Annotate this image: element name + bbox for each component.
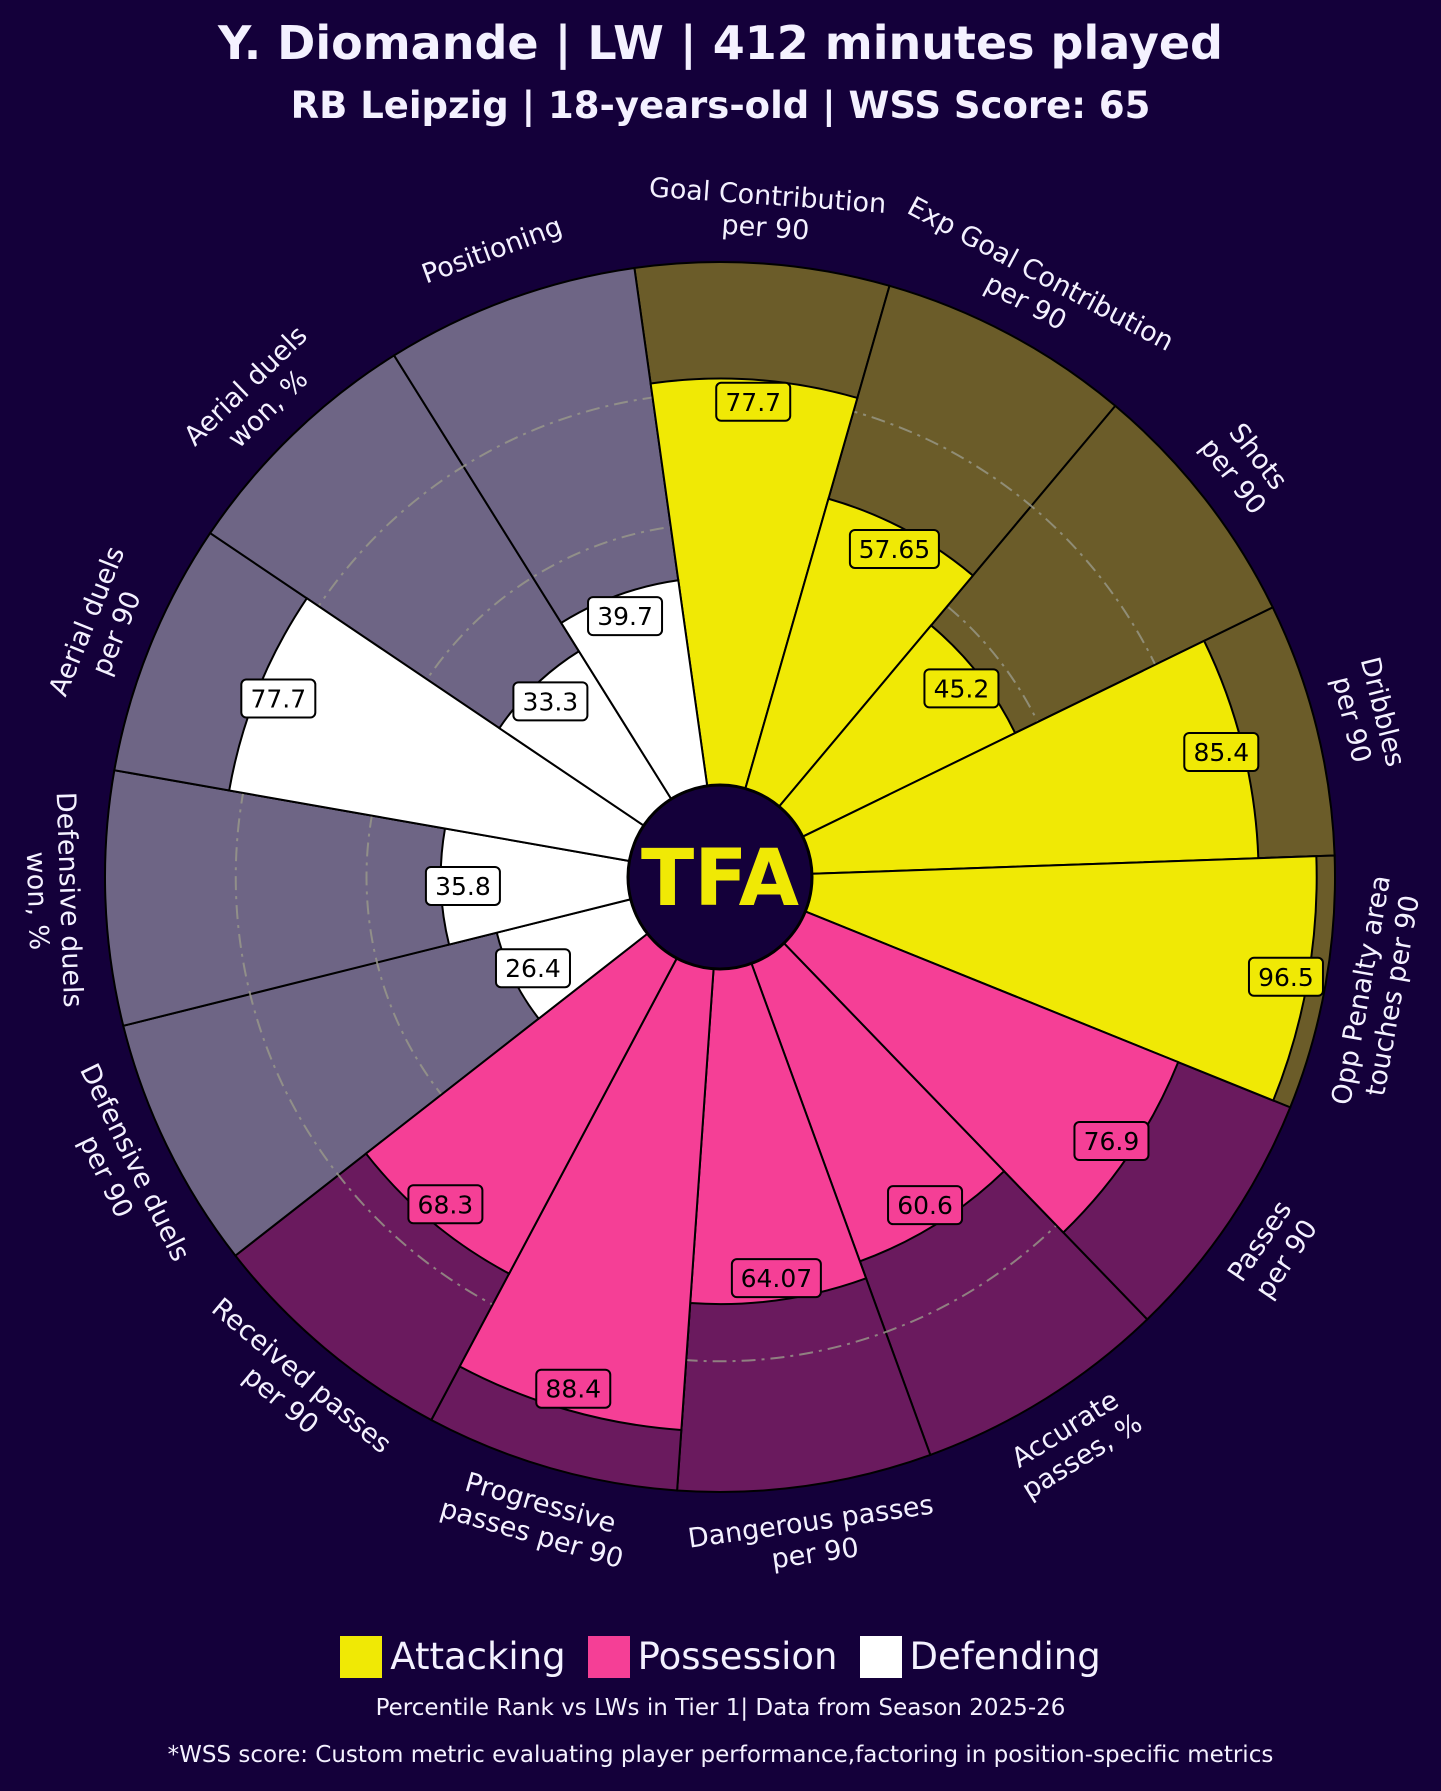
value-label: 45.2 xyxy=(923,668,1000,709)
legend-label-defending: Defending xyxy=(909,1635,1101,1678)
value-label: 68.3 xyxy=(407,1184,484,1225)
category-label: Dangerous passesper 90 xyxy=(686,1490,940,1587)
value-label-box xyxy=(512,681,589,722)
value-label: 60.6 xyxy=(887,1185,964,1226)
center-circle xyxy=(626,783,814,971)
category-label: Positioning xyxy=(418,211,567,290)
value-label-box xyxy=(494,948,571,989)
value-label: 39.7 xyxy=(587,596,664,637)
logo-text: TFA xyxy=(641,834,799,924)
value-label-box xyxy=(730,1258,822,1299)
category-label: Defensive duelswon, % xyxy=(18,791,88,1009)
value-label: 76.9 xyxy=(1073,1121,1150,1162)
value-label: 96.5 xyxy=(1247,956,1324,997)
value-label: 57.65 xyxy=(848,528,940,569)
value-label-box xyxy=(424,865,501,906)
value-label-box xyxy=(1247,956,1324,997)
legend-item-possession: Possession xyxy=(587,1635,838,1678)
legend-item-defending: Defending xyxy=(859,1635,1101,1678)
value-label-text: 33.3 xyxy=(523,687,579,716)
value-label-text: 26.4 xyxy=(505,954,561,983)
value-label-box xyxy=(1183,732,1260,773)
legend-swatch-defending xyxy=(859,1635,902,1678)
value-label-box xyxy=(1073,1121,1150,1162)
value-label-text: 85.4 xyxy=(1193,738,1249,767)
category-label: Dribblesper 90 xyxy=(1323,654,1411,778)
value-label-box xyxy=(587,596,664,637)
value-label-box xyxy=(848,528,940,569)
value-label-text: 45.2 xyxy=(934,674,990,703)
category-label: Opp Penalty areatouches per 90 xyxy=(1326,873,1428,1113)
value-label: 64.07 xyxy=(730,1258,822,1299)
value-label-text: 88.4 xyxy=(545,1375,601,1404)
value-label-text: 35.8 xyxy=(435,872,491,901)
chart-subtitle: RB Leipzig | 18-years-old | WSS Score: 6… xyxy=(290,84,1151,127)
value-label: 35.8 xyxy=(424,865,501,906)
value-label-text: 68.3 xyxy=(418,1190,474,1219)
value-label-box xyxy=(887,1185,964,1226)
value-label: 77.7 xyxy=(715,381,792,422)
category-label-line: Defensive duels xyxy=(50,791,89,1008)
value-label: 88.4 xyxy=(535,1368,612,1409)
value-label-text: 64.07 xyxy=(741,1264,813,1293)
chart-title: Y. Diomande | LW | 412 minutes played xyxy=(218,16,1223,70)
value-label-text: 57.65 xyxy=(859,535,931,564)
value-label-text: 39.7 xyxy=(597,602,653,631)
legend-item-attacking: Attacking xyxy=(340,1635,566,1678)
category-label: Passesper 90 xyxy=(1222,1195,1325,1305)
value-label-text: 77.7 xyxy=(250,685,306,714)
category-label: Goal Contributionper 90 xyxy=(646,172,888,251)
value-label-text: 60.6 xyxy=(897,1191,953,1220)
legend-swatch-attacking xyxy=(340,1635,383,1678)
value-label-box xyxy=(535,1368,612,1409)
value-label: 77.7 xyxy=(240,678,317,719)
category-label-line: per 90 xyxy=(721,210,811,247)
legend-label-possession: Possession xyxy=(637,1635,838,1678)
legend-swatch-possession xyxy=(587,1635,630,1678)
value-label-text: 96.5 xyxy=(1258,963,1314,992)
value-label-text: 77.7 xyxy=(725,388,781,417)
value-label: 85.4 xyxy=(1183,732,1260,773)
value-label-box xyxy=(923,668,1000,709)
value-label-box xyxy=(715,381,792,422)
footnote-percentile: Percentile Rank vs LWs in Tier 1| Data f… xyxy=(375,1695,1066,1721)
value-label: 26.4 xyxy=(494,948,571,989)
value-label: 33.3 xyxy=(512,681,589,722)
legend: Attacking Possession Defending xyxy=(0,1635,1441,1678)
category-label-line: Positioning xyxy=(418,211,567,290)
value-label-box xyxy=(407,1184,484,1225)
value-label-text: 76.9 xyxy=(1084,1127,1140,1156)
footnote-wss: *WSS score: Custom metric evaluating pla… xyxy=(167,1742,1274,1768)
value-label-box xyxy=(240,678,317,719)
category-label-line: won, % xyxy=(20,851,54,951)
legend-label-attacking: Attacking xyxy=(390,1635,566,1678)
